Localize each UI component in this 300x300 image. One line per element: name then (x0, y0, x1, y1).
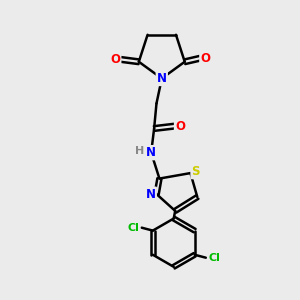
Text: N: N (146, 188, 156, 201)
Text: O: O (110, 53, 120, 66)
Text: Cl: Cl (208, 253, 220, 263)
Text: H: H (135, 146, 145, 156)
Text: N: N (146, 146, 156, 159)
Text: O: O (200, 52, 210, 65)
Text: Cl: Cl (128, 223, 139, 233)
Text: S: S (191, 165, 200, 178)
Text: N: N (157, 72, 167, 85)
Text: O: O (175, 120, 185, 133)
